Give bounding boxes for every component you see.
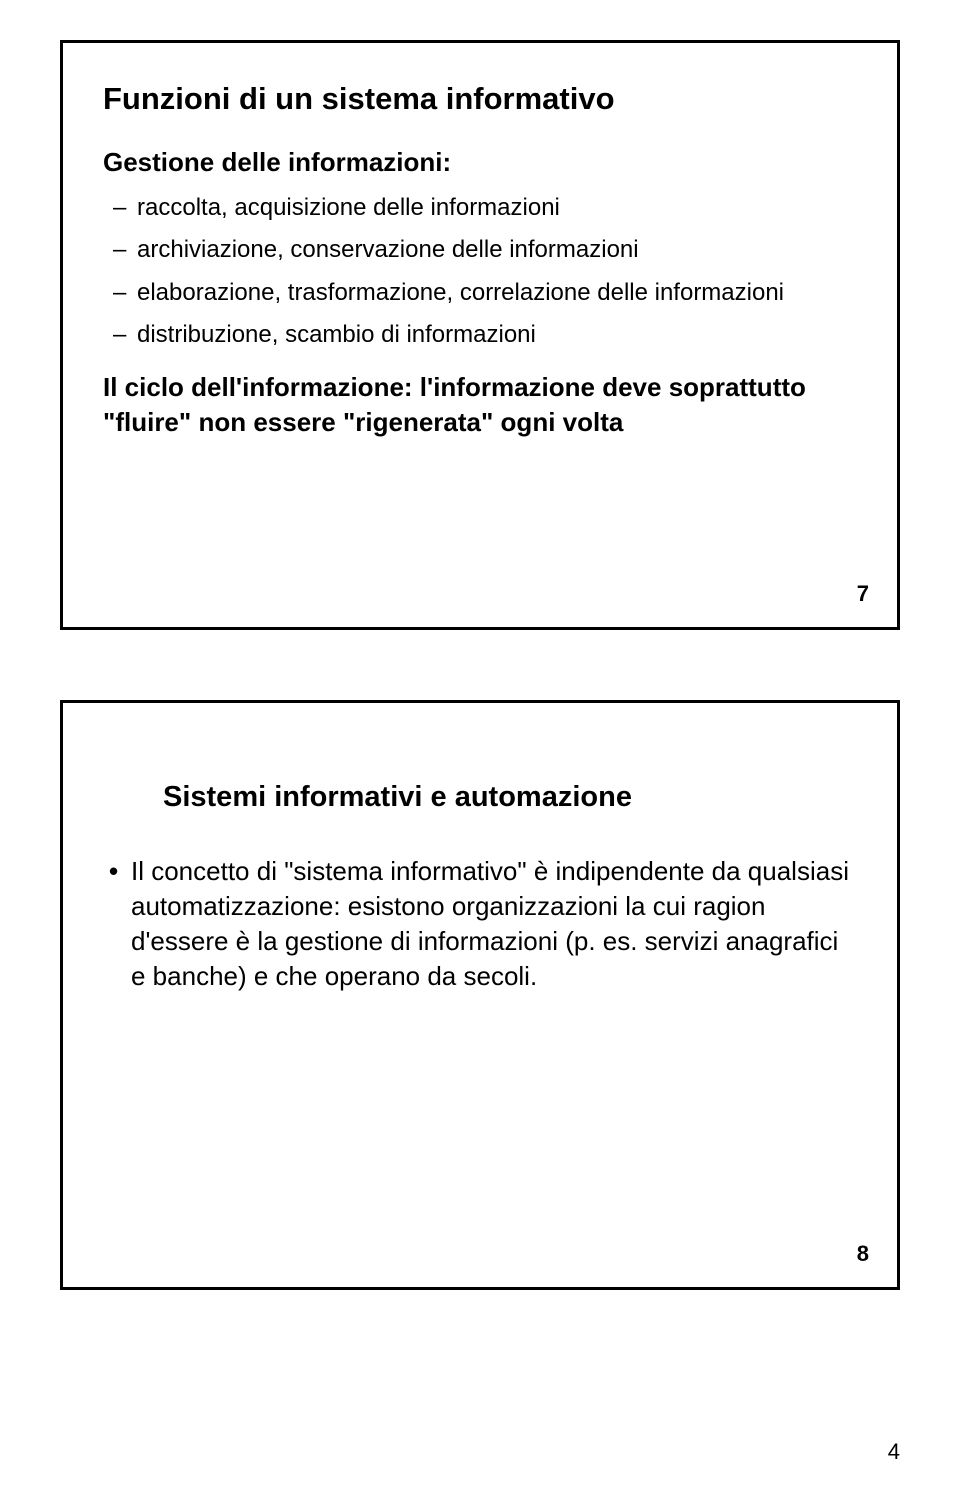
page: Funzioni di un sistema informativo Gesti… bbox=[0, 0, 960, 1501]
list-item: elaborazione, trasformazione, correlazio… bbox=[137, 277, 857, 309]
slide-1-title: Funzioni di un sistema informativo bbox=[103, 81, 857, 117]
slide-2-title: Sistemi informativi e automazione bbox=[163, 781, 857, 814]
slide-1-list: raccolta, acquisizione delle informazion… bbox=[103, 192, 857, 352]
slide-2-list: Il concetto di "sistema informativo" è i… bbox=[103, 854, 857, 994]
slide-2-number: 8 bbox=[857, 1241, 869, 1267]
list-item: distribuzione, scambio di informazioni bbox=[137, 319, 857, 351]
slide-1: Funzioni di un sistema informativo Gesti… bbox=[60, 40, 900, 630]
list-item: raccolta, acquisizione delle informazion… bbox=[137, 192, 857, 224]
slide-1-closing: Il ciclo dell'informazione: l'informazio… bbox=[103, 370, 857, 440]
slide-1-number: 7 bbox=[857, 581, 869, 607]
list-item: Il concetto di "sistema informativo" è i… bbox=[131, 854, 857, 994]
slide-2: Sistemi informativi e automazione Il con… bbox=[60, 700, 900, 1290]
page-number: 4 bbox=[888, 1439, 900, 1465]
list-item: archiviazione, conservazione delle infor… bbox=[137, 234, 857, 266]
slide-1-subheading: Gestione delle informazioni: bbox=[103, 147, 857, 178]
